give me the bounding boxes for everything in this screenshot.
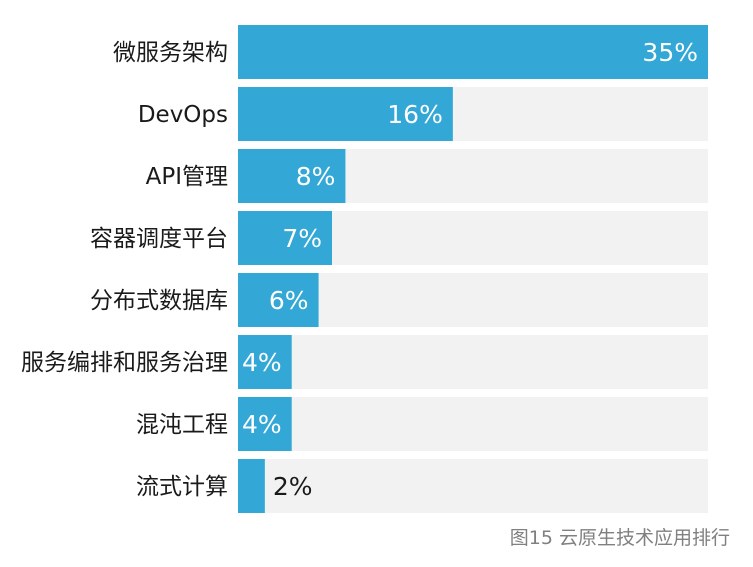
category-label: 流式计算 (136, 474, 228, 500)
bar (238, 211, 332, 265)
category-label: DevOps (138, 102, 228, 128)
bar (238, 87, 453, 141)
value-label: 35% (642, 38, 698, 67)
bar (238, 459, 265, 513)
value-label: 16% (387, 100, 443, 129)
value-label: 6% (269, 286, 309, 315)
category-label: 混沌工程 (136, 412, 228, 438)
bar (238, 335, 292, 389)
category-label: 微服务架构 (113, 40, 228, 66)
value-label: 2% (273, 472, 313, 501)
category-label: 服务编排和服务治理 (21, 350, 228, 376)
bar-track (238, 459, 708, 513)
bar-track (238, 397, 708, 451)
value-label: 4% (242, 410, 282, 439)
category-label: 分布式数据库 (90, 288, 228, 314)
figure-caption: 图15 云原生技术应用排行 (509, 527, 730, 549)
bar-track (238, 335, 708, 389)
value-label: 7% (282, 224, 322, 253)
value-label: 4% (242, 348, 282, 377)
category-label: 容器调度平台 (90, 226, 228, 252)
bar (238, 149, 346, 203)
bar (238, 25, 708, 79)
bar (238, 273, 319, 327)
category-label: API管理 (146, 164, 228, 190)
bar (238, 397, 292, 451)
value-label: 8% (296, 162, 336, 191)
